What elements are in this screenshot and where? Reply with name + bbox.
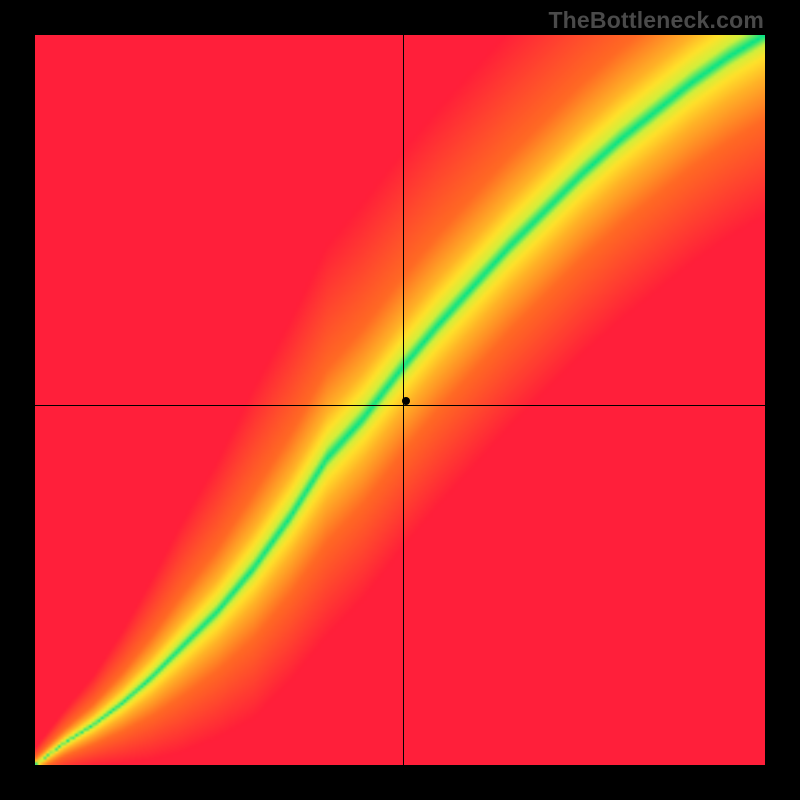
chart-container: TheBottleneck.com <box>0 0 800 800</box>
crosshair-horizontal <box>35 405 765 406</box>
heatmap-canvas <box>35 35 765 765</box>
watermark-text: TheBottleneck.com <box>548 7 764 34</box>
